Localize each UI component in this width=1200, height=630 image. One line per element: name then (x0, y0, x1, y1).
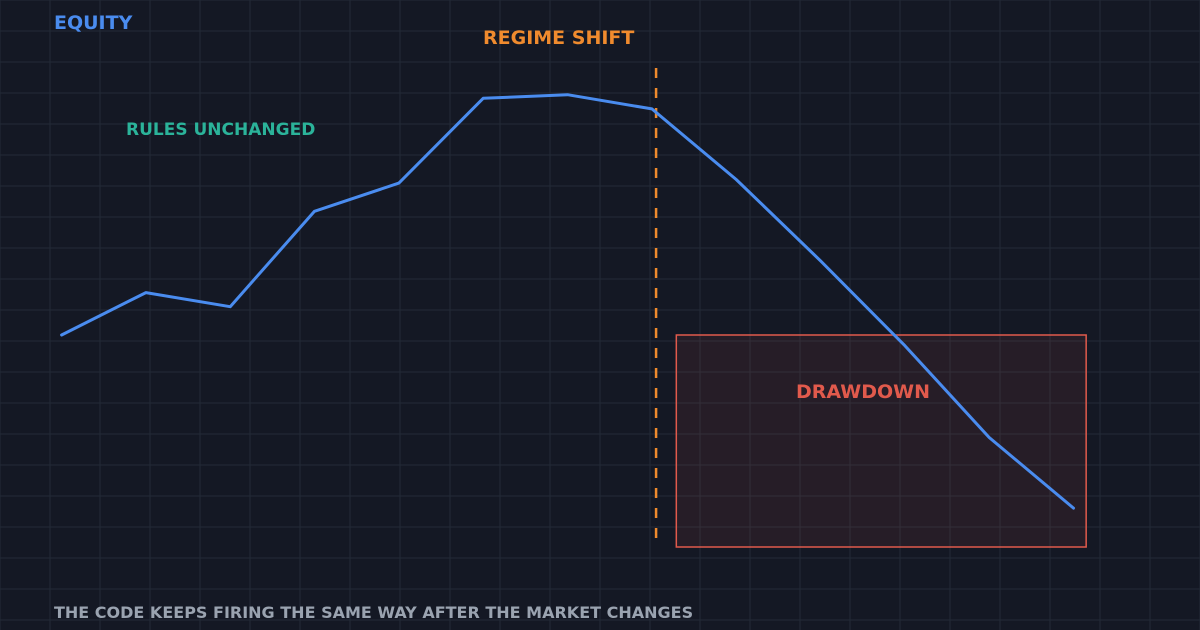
regime-shift-label: REGIME SHIFT (483, 27, 634, 49)
equity-series-line (60, 93, 1075, 510)
chart-title: EQUITY (54, 12, 133, 34)
drawdown-layer (675, 334, 1087, 548)
drawdown-label: DRAWDOWN (796, 381, 930, 403)
rules-unchanged-label: RULES UNCHANGED (126, 120, 315, 140)
chart-caption: THE CODE KEEPS FIRING THE SAME WAY AFTER… (54, 603, 693, 622)
series-layer (60, 93, 1075, 510)
drawdown-box (675, 334, 1087, 548)
